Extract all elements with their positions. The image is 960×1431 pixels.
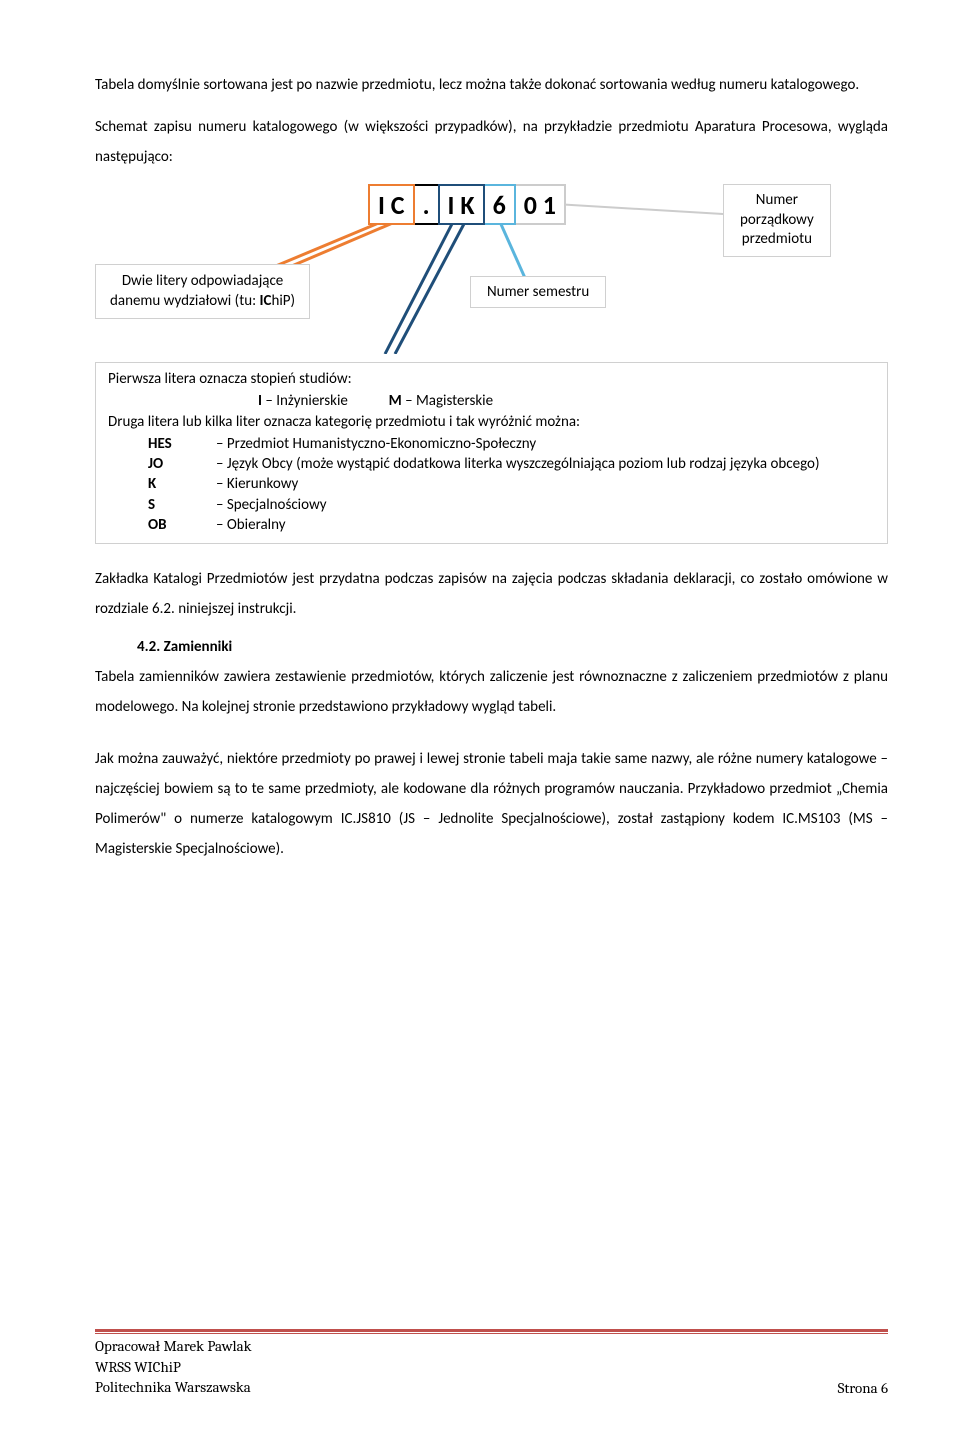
- faculty-box: Dwie litery odpowiadające danemu wydział…: [95, 264, 310, 319]
- footer-rule: [95, 1329, 888, 1334]
- legend-key: JO: [148, 454, 198, 474]
- legend-desc: – Przedmiot Humanistyczno-Ekonomiczno-Sp…: [198, 434, 820, 454]
- legend-m-bold: M: [389, 392, 402, 410]
- faculty-l1: Dwie litery odpowiadające: [122, 272, 283, 290]
- footer-l3: Politechnika Warszawska: [95, 1378, 251, 1396]
- paragraph-intro-2: Schemat zapisu numeru katalogowego (w wi…: [95, 112, 888, 172]
- ordinal-number-box: Numer porządkowy przedmiotu: [723, 184, 831, 257]
- paragraph-4: Tabela zamienników zawiera zestawienie p…: [95, 662, 888, 722]
- legend-key: S: [148, 495, 198, 515]
- faculty-l2-post: hiP): [271, 292, 295, 310]
- paragraph-intro-1: Tabela domyślnie sortowana jest po nazwi…: [95, 70, 888, 100]
- code-6: 6: [483, 184, 516, 225]
- code-01: 0 1: [514, 184, 566, 225]
- paragraph-3: Zakładka Katalogi Przedmiotów jest przyd…: [95, 564, 888, 624]
- legend-line1: Pierwsza litera oznacza stopień studiów:: [108, 369, 875, 389]
- code-ic: I C: [368, 184, 415, 225]
- faculty-l2-pre: danemu wydziałowi (tu:: [110, 292, 260, 310]
- legend-i-text: – Inżynierskie: [262, 392, 348, 410]
- faculty-l2-bold: IC: [260, 292, 272, 310]
- legend-row: OB– Obieralny: [148, 515, 820, 535]
- code-diagram: I C . I K 6 0 1 Numer porządkowy przedmi…: [95, 184, 888, 354]
- code-ik: I K: [438, 184, 485, 225]
- num-l3: przedmiotu: [742, 230, 812, 248]
- semester-box: Numer semestru: [470, 276, 606, 308]
- legend-row: K– Kierunkowy: [148, 474, 820, 494]
- section-heading-42: 4.2. Zamienniki: [95, 638, 888, 656]
- num-l1: Numer: [756, 191, 798, 209]
- legend-key: K: [148, 474, 198, 494]
- legend-im-row: I – Inżynierskie M – Magisterskie: [108, 391, 875, 411]
- legend-desc: – Obieralny: [198, 515, 820, 535]
- legend-m-text: – Magisterskie: [402, 392, 493, 410]
- legend-row: S– Specjalnościowy: [148, 495, 820, 515]
- legend-box: Pierwsza litera oznacza stopień studiów:…: [95, 362, 888, 544]
- legend-desc: – Specjalnościowy: [198, 495, 820, 515]
- num-l2: porządkowy: [740, 211, 814, 229]
- legend-row: JO– Język Obcy (może wystąpić dodatkowa …: [148, 454, 820, 474]
- legend-desc: – Język Obcy (może wystąpić dodatkowa li…: [198, 454, 820, 474]
- legend-key: OB: [148, 515, 198, 535]
- legend-line2: Druga litera lub kilka liter oznacza kat…: [108, 412, 875, 432]
- footer-l2: WRSS WIChiP: [95, 1358, 181, 1376]
- code-dot: .: [413, 184, 440, 225]
- code-row: I C . I K 6 0 1: [370, 184, 566, 225]
- paragraph-5: Jak można zauważyć, niektóre przedmioty …: [95, 744, 888, 864]
- footer-page: Strona 6: [838, 1379, 888, 1397]
- page-footer: Opracował Marek Pawlak WRSS WIChiP Polit…: [95, 1329, 888, 1397]
- legend-desc: – Kierunkowy: [198, 474, 820, 494]
- footer-left: Opracował Marek Pawlak WRSS WIChiP Polit…: [95, 1336, 252, 1397]
- legend-table: HES– Przedmiot Humanistyczno-Ekonomiczno…: [148, 434, 820, 535]
- footer-l1: Opracował Marek Pawlak: [95, 1337, 252, 1355]
- legend-key: HES: [148, 434, 198, 454]
- legend-row: HES– Przedmiot Humanistyczno-Ekonomiczno…: [148, 434, 820, 454]
